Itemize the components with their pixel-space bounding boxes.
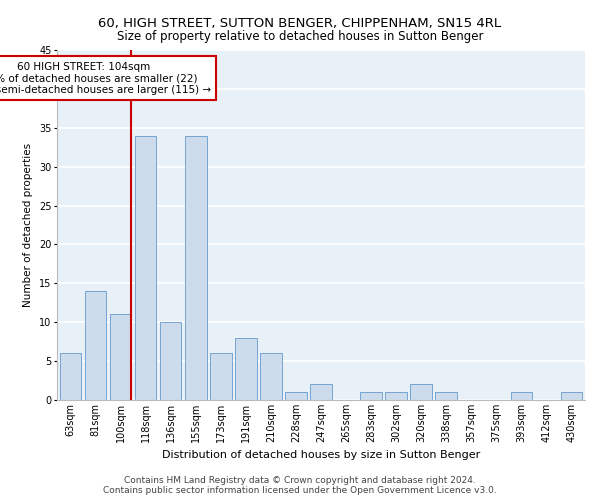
Bar	[436, 392, 457, 400]
Y-axis label: Number of detached properties: Number of detached properties	[23, 143, 34, 307]
Bar	[185, 136, 206, 400]
Bar	[385, 392, 407, 400]
Bar	[560, 392, 582, 400]
X-axis label: Distribution of detached houses by size in Sutton Benger: Distribution of detached houses by size …	[162, 450, 480, 460]
Bar	[310, 384, 332, 400]
Text: Contains public sector information licensed under the Open Government Licence v3: Contains public sector information licen…	[103, 486, 497, 495]
Text: 60, HIGH STREET, SUTTON BENGER, CHIPPENHAM, SN15 4RL: 60, HIGH STREET, SUTTON BENGER, CHIPPENH…	[98, 18, 502, 30]
Text: Size of property relative to detached houses in Sutton Benger: Size of property relative to detached ho…	[117, 30, 483, 43]
Bar	[410, 384, 432, 400]
Bar	[260, 354, 281, 400]
Bar	[85, 291, 106, 400]
Text: Contains HM Land Registry data © Crown copyright and database right 2024.: Contains HM Land Registry data © Crown c…	[124, 476, 476, 485]
Bar	[210, 354, 232, 400]
Bar	[160, 322, 181, 400]
Bar	[60, 354, 82, 400]
Text: 60 HIGH STREET: 104sqm
← 16% of detached houses are smaller (22)
84% of semi-det: 60 HIGH STREET: 104sqm ← 16% of detached…	[0, 62, 211, 95]
Bar	[511, 392, 532, 400]
Bar	[235, 338, 257, 400]
Bar	[110, 314, 131, 400]
Bar	[135, 136, 157, 400]
Bar	[286, 392, 307, 400]
Bar	[361, 392, 382, 400]
